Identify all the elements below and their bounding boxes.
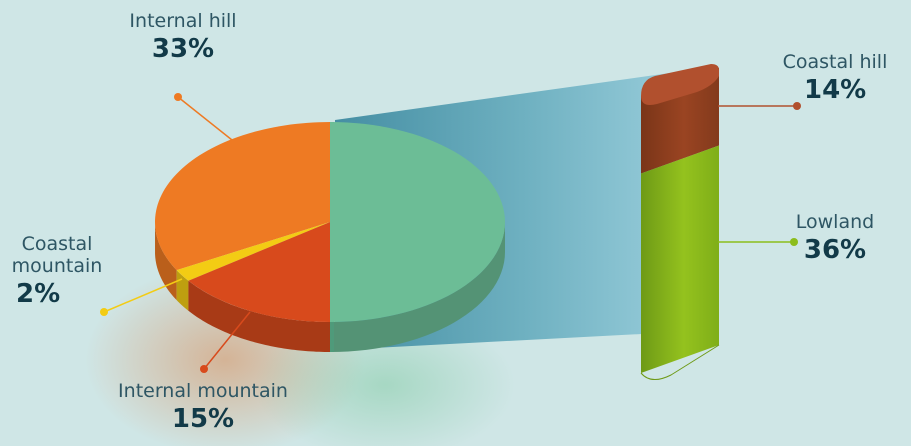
label-lowland-name: Lowland [795,211,875,233]
leader-lines [100,93,801,373]
pie-side-internal-mountain [188,280,330,352]
leader-dot-coastal-mountain [100,308,108,316]
leader-dot-internal-mountain [200,365,208,373]
bar-bottom-cap [640,344,720,380]
pie-slice-internal-hill [155,122,330,271]
label-internal-hill-pct: 33% [151,33,215,64]
label-internal-mountain: Internal mountain 15% [78,380,328,435]
label-coastal-mountain-name-1: Coastal [21,233,93,255]
pie-slice-coastal-mountain [176,222,330,281]
label-coastal-hill-name: Coastal hill [782,51,888,73]
leader-dot-internal-hill [174,93,182,101]
label-lowland: Lowland 36% [770,211,900,266]
pie-side-coastal-hill-lowland-combined- [330,222,505,352]
breakout-bar [640,64,720,380]
leader-internal-hill [177,96,233,141]
bar-top-cap [641,64,719,105]
label-internal-mountain-name: Internal mountain [118,380,288,402]
pie-slice-internal-mountain [188,222,330,322]
leader-dot-lowland [790,238,798,246]
label-internal-hill: Internal hill 33% [100,10,266,65]
label-coastal-hill-pct: 14% [804,74,867,105]
label-coastal-mountain-pct: 2% [16,278,61,309]
label-internal-hill-name: Internal hill [129,10,237,32]
pie-side-internal-hill [155,223,177,301]
leader-coastal-mountain [103,278,183,313]
bar-segment-lowland [641,145,719,373]
leader-internal-mountain [203,311,251,370]
label-coastal-mountain: Coastal mountain 2% [2,233,112,310]
label-internal-mountain-pct: 15% [171,403,235,434]
label-coastal-mountain-name-2: mountain [11,254,103,277]
leader-dot-coastal-hill [793,102,801,110]
pie-slice-coastal-hill-lowland-combined- [330,122,505,322]
label-lowland-pct: 36% [803,234,867,265]
label-coastal-hill: Coastal hill 14% [760,51,910,106]
